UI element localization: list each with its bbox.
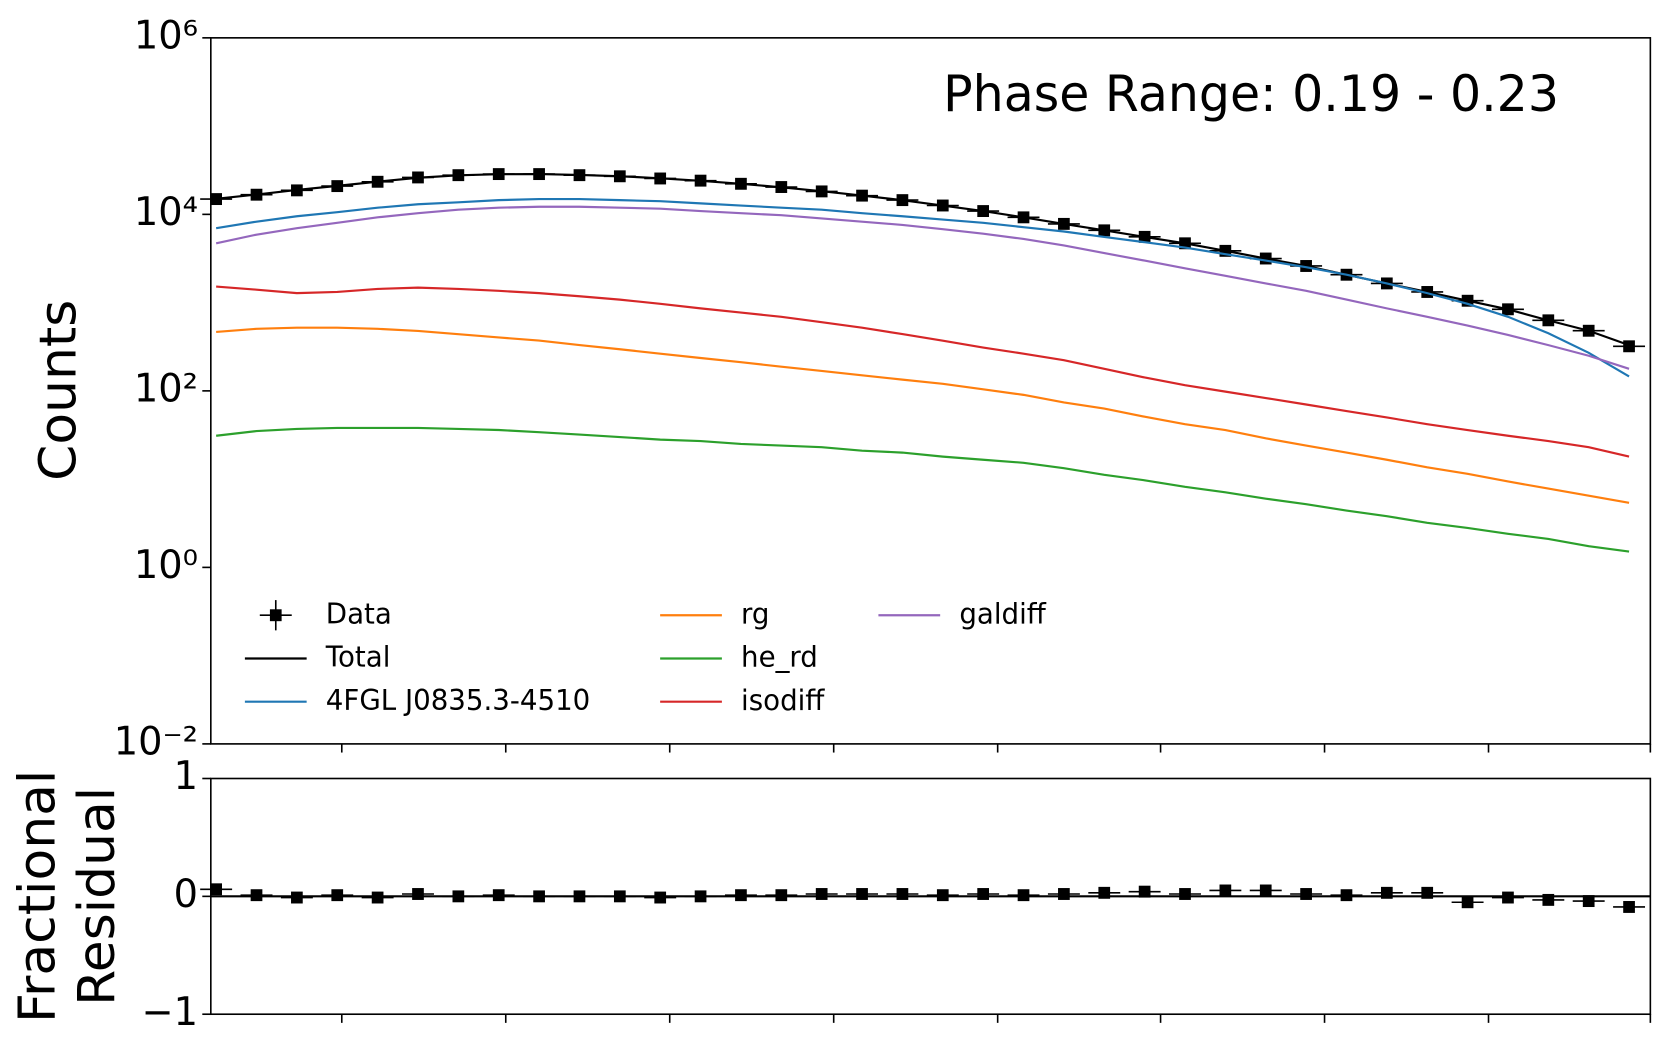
data-point bbox=[412, 888, 424, 900]
data-point bbox=[331, 889, 344, 902]
data-point bbox=[452, 890, 465, 903]
data-point bbox=[613, 890, 626, 903]
data-point bbox=[492, 889, 505, 902]
data-point bbox=[1623, 901, 1635, 913]
series-line bbox=[216, 326, 1630, 504]
data-point bbox=[1300, 888, 1312, 900]
data-point bbox=[533, 890, 545, 903]
data-point bbox=[1058, 888, 1070, 900]
data-point bbox=[573, 890, 586, 903]
series-line bbox=[216, 426, 1630, 553]
main-frame bbox=[210, 37, 1652, 745]
y-axis-label: Counts bbox=[29, 300, 89, 481]
data-point bbox=[1461, 896, 1474, 909]
legend-icon bbox=[269, 609, 282, 622]
data-point bbox=[735, 889, 747, 902]
legend-label: galdiff bbox=[959, 597, 1046, 630]
legend-label: Total bbox=[325, 640, 391, 673]
data-point bbox=[1380, 886, 1393, 899]
data-point bbox=[977, 888, 990, 900]
y-axis-label: Residual bbox=[67, 787, 127, 1006]
legend-label: isodiff bbox=[741, 684, 825, 717]
data-point bbox=[815, 888, 828, 900]
data-point bbox=[1138, 885, 1151, 898]
legend-label: 4FGL J0835.3-4510 bbox=[326, 684, 590, 717]
series-line bbox=[216, 172, 1630, 347]
y-tick-label: 10⁶ bbox=[134, 13, 198, 58]
legend-label: rg bbox=[741, 597, 769, 630]
y-tick-label: 10⁴ bbox=[134, 190, 198, 235]
series-line bbox=[215, 205, 1630, 370]
data-point bbox=[1421, 886, 1434, 899]
y-tick-label: 10⁻² bbox=[114, 719, 198, 764]
legend-label: he_rd bbox=[741, 640, 818, 673]
data-point bbox=[1340, 889, 1353, 902]
x-tick-marks bbox=[340, 743, 1652, 1023]
data-point bbox=[291, 891, 303, 904]
data-point bbox=[775, 889, 788, 902]
data-point bbox=[936, 889, 949, 902]
y-tick-label: 10² bbox=[134, 366, 198, 411]
y-axis-label: Fractional bbox=[8, 770, 68, 1023]
data-point bbox=[694, 890, 707, 903]
data-point bbox=[1582, 895, 1595, 908]
data-point bbox=[1623, 340, 1635, 353]
annotation-title: Phase Range: 0.19 - 0.23 bbox=[943, 65, 1559, 123]
y-tick-label: 1 bbox=[174, 754, 198, 799]
data-point bbox=[250, 889, 263, 902]
y-tick-label: −1 bbox=[142, 990, 198, 1035]
series-line bbox=[216, 285, 1630, 458]
data-point bbox=[1542, 893, 1555, 906]
y-tick-label: 10⁰ bbox=[134, 543, 198, 588]
data-point bbox=[1219, 884, 1232, 897]
series-line bbox=[215, 197, 1630, 378]
legend-label: Data bbox=[326, 597, 392, 630]
data-point bbox=[210, 883, 222, 896]
data-point bbox=[371, 891, 384, 904]
data-point bbox=[1098, 886, 1111, 899]
data-point bbox=[1502, 891, 1514, 904]
data-point bbox=[1017, 889, 1030, 902]
data-point bbox=[654, 891, 667, 904]
y-tick-label: 0 bbox=[174, 872, 198, 917]
data-point bbox=[1259, 884, 1272, 897]
data-point bbox=[1179, 888, 1191, 900]
data-point bbox=[896, 888, 909, 900]
data-point bbox=[856, 888, 868, 900]
data-point bbox=[210, 193, 222, 206]
